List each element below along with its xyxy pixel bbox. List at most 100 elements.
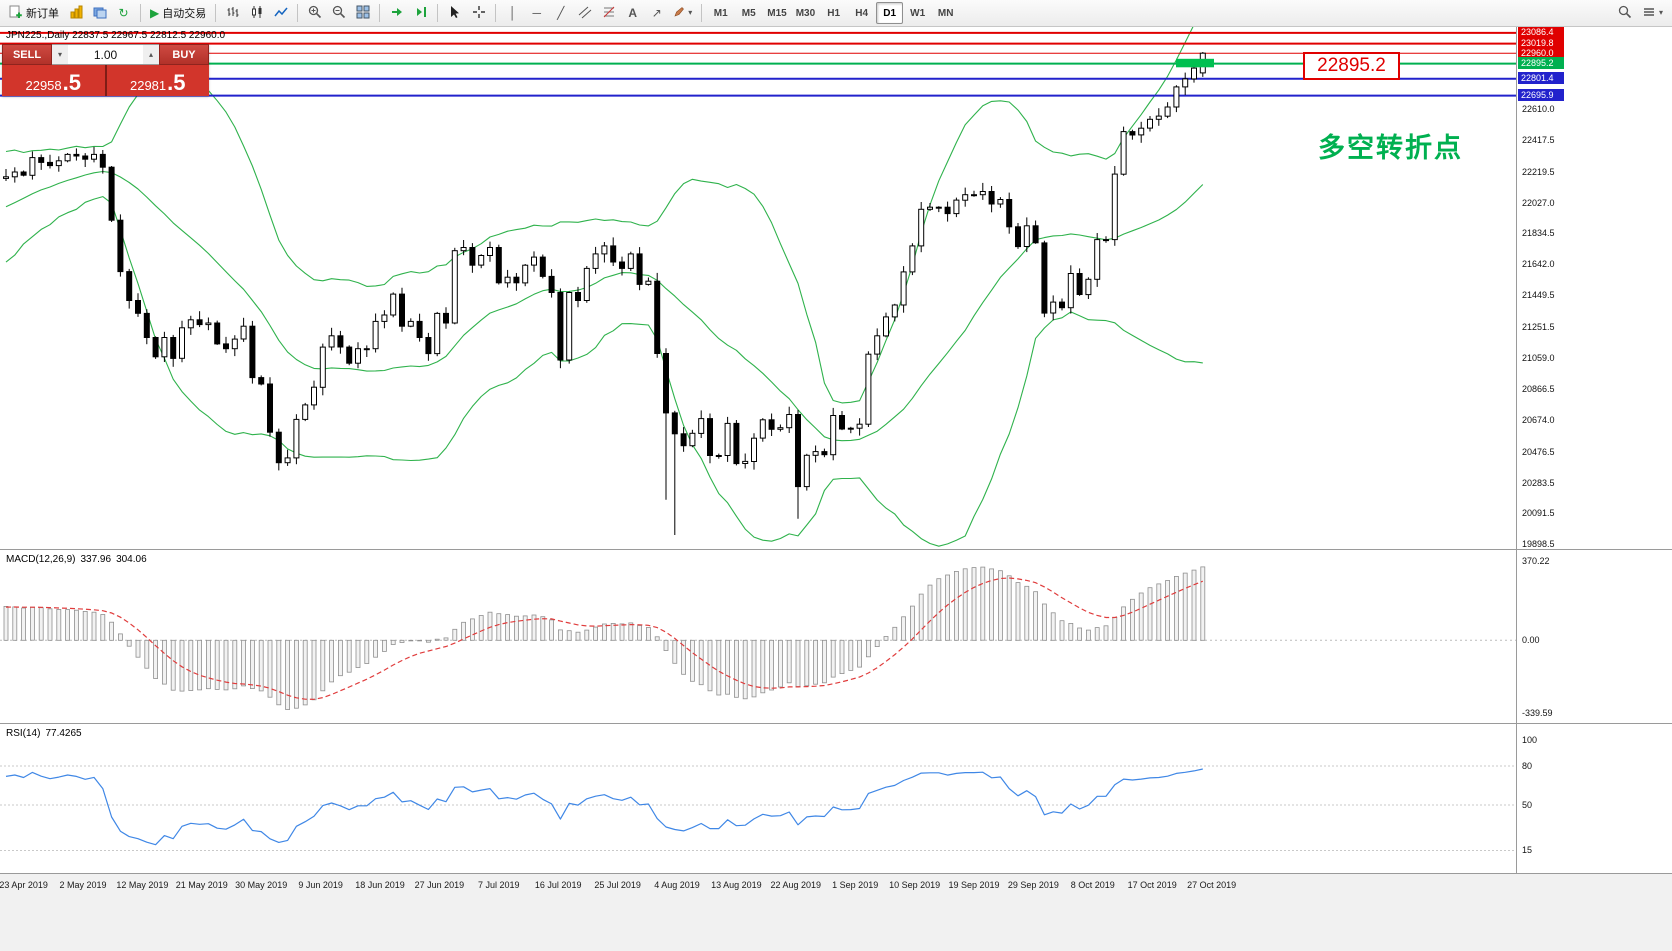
channel-tool-button[interactable] bbox=[573, 2, 596, 24]
scroll-to-end-button[interactable] bbox=[385, 2, 408, 24]
timeframe-d1-button[interactable]: D1 bbox=[876, 2, 904, 24]
macd-canvas[interactable] bbox=[0, 550, 1516, 723]
horizontal-line-tool-button[interactable]: ─ bbox=[525, 2, 548, 24]
zoom-out-icon bbox=[332, 5, 346, 21]
line-chart-mode-button[interactable] bbox=[269, 2, 292, 24]
timeframe-h1-button[interactable]: H1 bbox=[820, 2, 847, 24]
date-label: 27 Oct 2019 bbox=[1187, 880, 1237, 890]
search-icon bbox=[1618, 5, 1632, 21]
timeframe-m1-button[interactable]: M1 bbox=[707, 2, 734, 24]
sell-price-main: 22958 bbox=[25, 78, 62, 93]
timeframe-m30-button[interactable]: M30 bbox=[792, 2, 819, 24]
volume-decrease-button[interactable]: ▾ bbox=[52, 45, 68, 64]
rsi-value: 77.4265 bbox=[45, 728, 82, 739]
rsi-axis-label: 80 bbox=[1522, 760, 1533, 771]
rsi-axis[interactable]: 100 80 50 15 bbox=[1517, 723, 1672, 873]
trendline-tool-button[interactable]: ╱ bbox=[549, 2, 572, 24]
buy-button[interactable]: BUY bbox=[159, 44, 209, 65]
sell-button[interactable]: SELL bbox=[2, 44, 52, 65]
volume-input[interactable] bbox=[68, 45, 143, 64]
scroll-to-end-icon bbox=[390, 5, 404, 21]
timeframe-mn-button[interactable]: MN bbox=[932, 2, 959, 24]
sell-price[interactable]: 22958.5 bbox=[2, 65, 105, 96]
autotrading-label: 自动交易 bbox=[162, 8, 207, 20]
volume-control: ▾ ▴ bbox=[52, 44, 159, 65]
cursor-tool-button[interactable] bbox=[443, 2, 466, 24]
volume-increase-button[interactable]: ▴ bbox=[143, 45, 159, 64]
autotrading-button[interactable]: ▶ 自动交易 bbox=[146, 2, 210, 24]
price-tick: 21449.5 bbox=[1522, 290, 1555, 301]
new-order-icon bbox=[9, 5, 23, 21]
arrows-tool-button[interactable]: ↗ bbox=[645, 2, 668, 24]
main-price-axis[interactable]: 22610.0 22417.5 22219.5 22027.0 21834.5 21642… bbox=[1517, 27, 1672, 549]
chart-annotation[interactable]: 多空转折点 bbox=[1318, 133, 1463, 163]
new-chart-button[interactable] bbox=[64, 2, 87, 24]
date-label: 1 Sep 2019 bbox=[832, 880, 879, 890]
timeframe-h4-button[interactable]: H4 bbox=[848, 2, 875, 24]
bar-chart-mode-button[interactable] bbox=[221, 2, 244, 24]
price-tag: 23086.4 bbox=[1518, 27, 1564, 39]
toolbar-separator bbox=[215, 4, 217, 22]
price-tick: 22027.0 bbox=[1522, 197, 1555, 208]
new-order-button[interactable]: 新订单 bbox=[5, 2, 63, 24]
arrow-tool-icon: ↗ bbox=[651, 6, 662, 20]
auto-scroll-icon bbox=[414, 5, 428, 21]
rsi-axis-label: 50 bbox=[1522, 799, 1533, 810]
price-tag: 22895.2 bbox=[1518, 57, 1564, 70]
profiles-button[interactable] bbox=[88, 2, 111, 24]
macd-signal-line bbox=[5, 577, 1204, 700]
sell-price-frac: .5 bbox=[62, 70, 81, 96]
price-tick: 21642.0 bbox=[1522, 259, 1555, 270]
date-label: 29 Sep 2019 bbox=[1007, 880, 1059, 890]
vertical-line-tool-button[interactable]: │ bbox=[501, 2, 524, 24]
shapes-dropdown-button[interactable]: ▾ bbox=[669, 2, 696, 24]
channel-icon bbox=[578, 5, 592, 21]
timeframe-m15-button[interactable]: M15 bbox=[763, 2, 790, 24]
date-label: 17 Oct 2019 bbox=[1127, 880, 1177, 890]
date-label: 23 Apr 2019 bbox=[0, 880, 48, 890]
rsi-axis-label: 100 bbox=[1522, 734, 1538, 745]
refresh-button[interactable]: ↻ bbox=[112, 2, 135, 24]
main-chart-canvas[interactable] bbox=[0, 27, 1516, 549]
tile-windows-button[interactable] bbox=[351, 2, 374, 24]
macd-label: MACD(12,26,9) 337.96 304.06 bbox=[6, 554, 152, 565]
autotrading-play-icon: ▶ bbox=[150, 6, 160, 20]
bottom-strip: 23 Apr 2019 2 May 2019 12 May 2019 21 May 2… bbox=[0, 873, 1672, 951]
fibonacci-tool-button[interactable] bbox=[597, 2, 620, 24]
price-callout[interactable]: 22895.2 bbox=[1303, 52, 1400, 80]
price-axis-column[interactable]: 22610.0 22417.5 22219.5 22027.0 21834.5 21642… bbox=[1516, 27, 1672, 873]
macd-axis[interactable]: 370.22 0.00 -339.59 bbox=[1517, 549, 1672, 723]
toolbar-separator bbox=[437, 4, 439, 22]
date-label: 4 Aug 2019 bbox=[654, 880, 700, 890]
macd-histogram bbox=[3, 566, 1206, 710]
timeframe-w1-button[interactable]: W1 bbox=[904, 2, 931, 24]
refresh-icon: ↻ bbox=[118, 6, 129, 20]
highlight-rectangle[interactable] bbox=[1176, 58, 1214, 68]
price-tick: 21834.5 bbox=[1522, 228, 1555, 239]
date-label: 21 May 2019 bbox=[175, 880, 228, 890]
crosshair-tool-button[interactable] bbox=[467, 2, 490, 24]
buy-price-main: 22981 bbox=[129, 78, 167, 93]
auto-scroll-button[interactable] bbox=[409, 2, 432, 24]
search-button[interactable] bbox=[1614, 2, 1637, 24]
buy-price[interactable]: 22981.5 bbox=[106, 65, 209, 96]
macd-axis-label: -339.59 bbox=[1522, 707, 1553, 718]
panels-menu-button[interactable]: ▾ bbox=[1638, 2, 1667, 24]
zoom-out-button[interactable] bbox=[327, 2, 350, 24]
text-tool-button[interactable]: A bbox=[621, 2, 644, 24]
pencil-icon bbox=[673, 6, 685, 20]
bollinger-bands bbox=[5, 27, 1204, 547]
time-axis[interactable]: 23 Apr 2019 2 May 2019 12 May 2019 21 May 2… bbox=[0, 874, 1516, 900]
text-tool-icon: A bbox=[628, 6, 638, 20]
candle-chart-mode-button[interactable] bbox=[245, 2, 268, 24]
zoom-in-button[interactable] bbox=[303, 2, 326, 24]
macd-axis-label: 0.00 bbox=[1522, 634, 1540, 645]
timeframe-m5-button[interactable]: M5 bbox=[735, 2, 762, 24]
rsi-canvas[interactable] bbox=[0, 724, 1516, 873]
rsi-label: RSI(14) 77.4265 bbox=[6, 728, 87, 739]
new-chart-icon bbox=[69, 5, 83, 21]
symbol-ohlc-line: JPN225.,Daily 22837.5 22967.5 22812.5 22… bbox=[6, 30, 226, 41]
dropdown-arrow-icon: ▾ bbox=[1658, 8, 1663, 17]
date-label: 30 May 2019 bbox=[235, 880, 288, 890]
